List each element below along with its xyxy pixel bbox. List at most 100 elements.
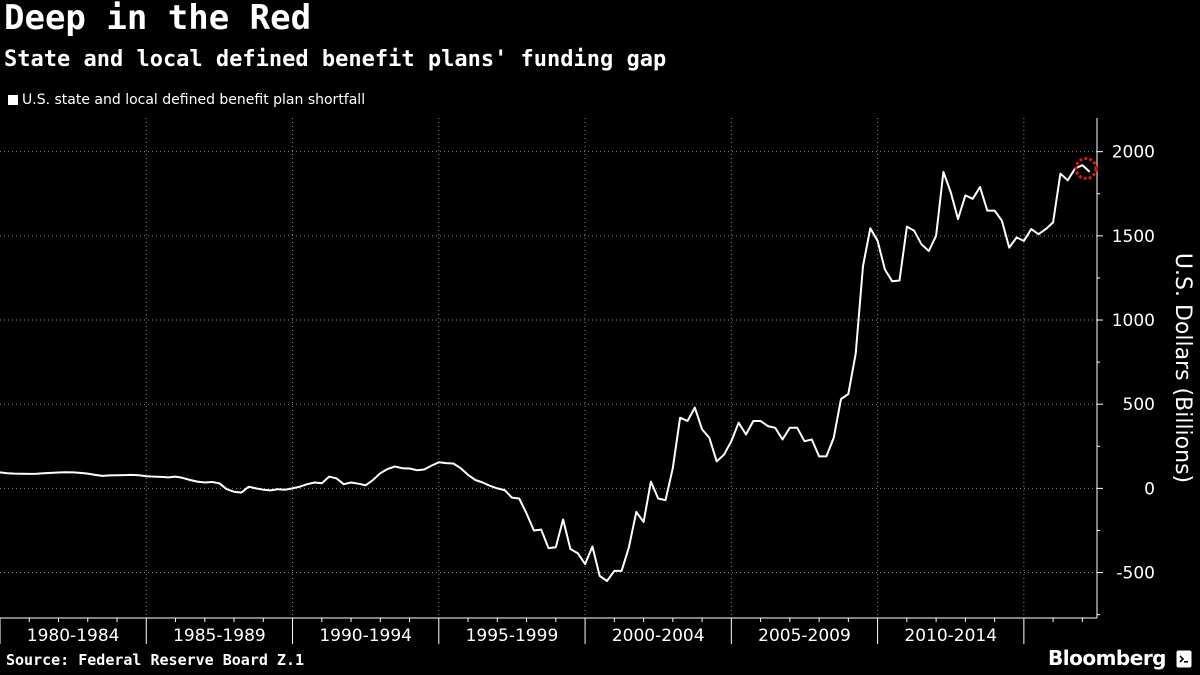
data-point: [928, 250, 930, 252]
data-point: [606, 580, 608, 582]
data-point: [972, 198, 974, 200]
data-point: [548, 547, 550, 549]
data-point: [387, 468, 389, 470]
data-point: [482, 482, 484, 484]
y-tick-label: -500: [1116, 564, 1155, 584]
data-point: [453, 463, 455, 465]
data-point: [50, 472, 52, 474]
y-axis-title: U.S. Dollars (Billions): [1170, 253, 1195, 483]
data-point: [789, 427, 791, 429]
data-point: [445, 462, 447, 464]
chart-subtitle: State and local defined benefit plans' f…: [4, 47, 667, 72]
data-point: [643, 521, 645, 523]
data-point: [211, 481, 213, 483]
data-point: [979, 186, 981, 188]
data-point: [504, 489, 506, 491]
data-point: [467, 474, 469, 476]
data-point: [694, 407, 696, 409]
data-point: [862, 265, 864, 267]
data-point: [877, 240, 879, 242]
data-point: [774, 427, 776, 429]
data-point: [65, 471, 67, 473]
data-point: [891, 281, 893, 283]
x-tick-label: 2000-2004: [612, 626, 705, 646]
data-point: [29, 473, 31, 475]
y-tick-label: 1500: [1112, 227, 1155, 247]
data-point: [943, 171, 945, 173]
data-point: [109, 475, 111, 477]
data-point: [284, 489, 286, 491]
y-tick-label: 0: [1144, 479, 1155, 499]
data-point: [811, 439, 813, 441]
data-point: [636, 511, 638, 513]
data-point: [592, 546, 594, 548]
data-point: [299, 486, 301, 488]
data-point: [233, 491, 235, 493]
data-point: [709, 437, 711, 439]
data-point: [21, 473, 23, 475]
data-point: [1045, 228, 1047, 230]
data-point: [1060, 173, 1062, 175]
data-point: [7, 472, 9, 474]
data-point: [497, 488, 499, 490]
data-point: [314, 482, 316, 484]
data-point: [72, 472, 74, 474]
y-tick-label: 500: [1123, 395, 1155, 415]
y-axis-labels: -500 0 500 1000 1500 2000: [1112, 143, 1155, 584]
data-point: [167, 477, 169, 479]
data-point: [358, 483, 360, 485]
data-point: [650, 481, 652, 483]
x-axis-labels: 1980-1984 1985-1989 1990-1994 1995-1999 2000…: [27, 626, 997, 646]
data-point: [701, 429, 703, 431]
data-point: [277, 488, 279, 490]
data-point: [1023, 240, 1025, 242]
data-point: [182, 477, 184, 479]
data-point: [394, 466, 396, 468]
data-point: [884, 269, 886, 271]
data-point: [760, 420, 762, 422]
data-point: [935, 235, 937, 237]
data-point: [855, 353, 857, 355]
data-point: [160, 476, 162, 478]
data-point: [840, 398, 842, 400]
data-point: [994, 210, 996, 212]
data-point: [687, 420, 689, 422]
data-point: [1016, 237, 1018, 239]
data-point: [138, 474, 140, 476]
data-point: [577, 552, 579, 554]
data-point: [870, 228, 872, 230]
data-point: [672, 467, 674, 469]
brand-logo: Bloomberg: [1048, 646, 1166, 670]
data-point: [562, 519, 564, 521]
data-point: [401, 467, 403, 469]
data-point: [328, 476, 330, 478]
data-point: [1030, 228, 1032, 230]
data-point: [913, 230, 915, 232]
data-point: [416, 469, 418, 471]
data-point: [219, 483, 221, 485]
data-point: [36, 473, 38, 475]
data-point: [950, 191, 952, 193]
data-point: [518, 498, 520, 500]
data-point: [1089, 171, 1091, 173]
x-tick-label: 1980-1984: [27, 626, 120, 646]
data-point: [116, 474, 118, 476]
data-point: [796, 427, 798, 429]
data-point: [343, 483, 345, 485]
data-point: [657, 498, 659, 500]
data-point: [43, 472, 45, 474]
data-point: [153, 476, 155, 478]
data-point: [716, 461, 718, 463]
data-point: [321, 483, 323, 485]
data-point: [745, 434, 747, 436]
data-point: [380, 472, 382, 474]
data-point: [438, 462, 440, 464]
legend-label: U.S. state and local defined benefit pla…: [22, 92, 366, 108]
data-point: [679, 417, 681, 419]
data-point: [511, 497, 513, 499]
data-point: [1082, 164, 1084, 166]
data-point: [292, 488, 294, 490]
data-point: [189, 479, 191, 481]
data-point: [782, 439, 784, 441]
data-point: [833, 437, 835, 439]
